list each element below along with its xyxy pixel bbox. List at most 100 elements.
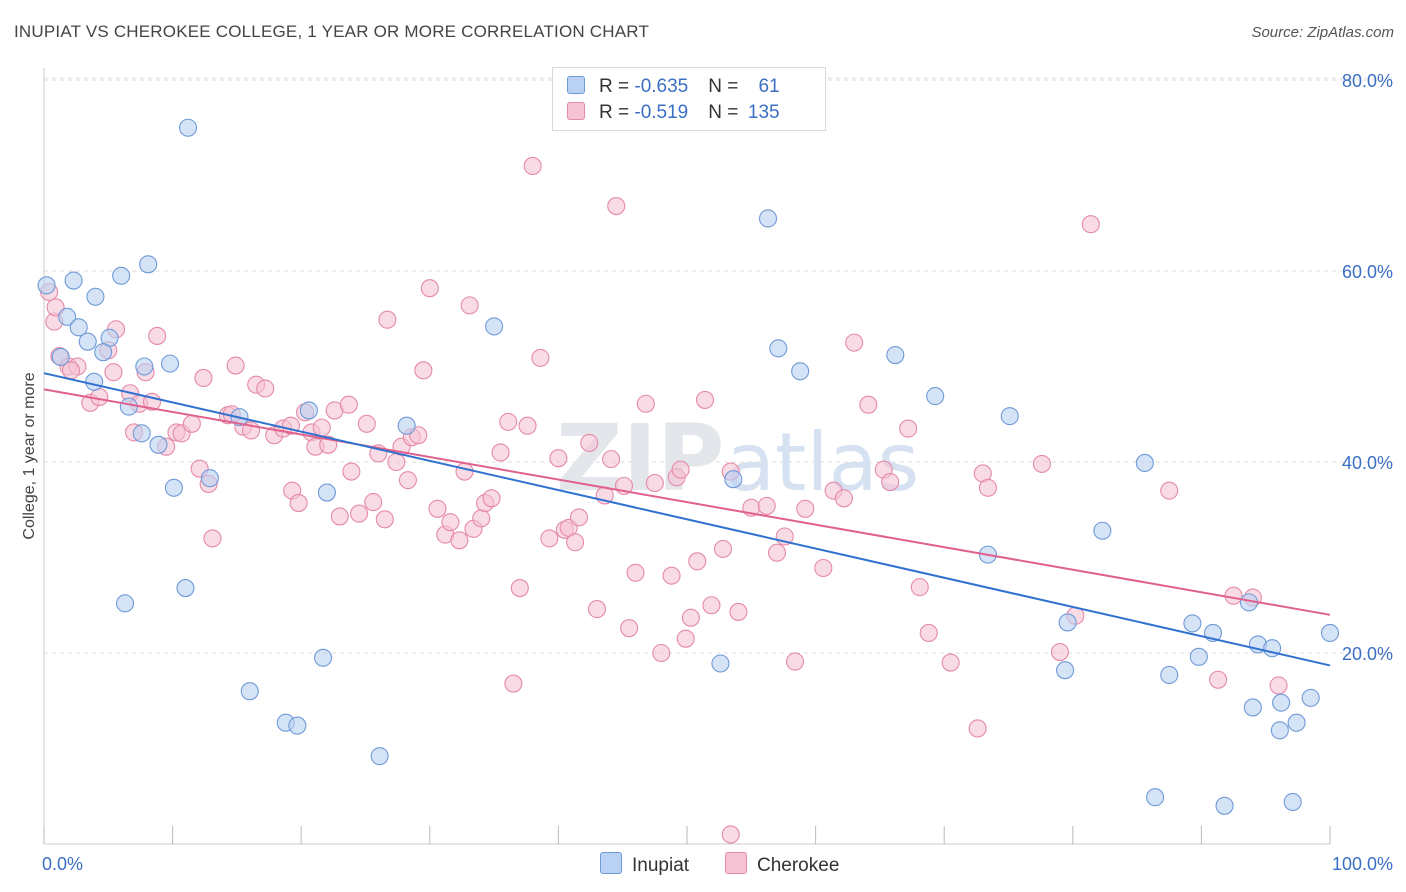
cherokee-point: [978, 478, 997, 497]
inupiat-point: [299, 401, 318, 420]
cherokee-point: [695, 390, 715, 409]
inupiat-point: [200, 469, 219, 488]
inupiat-point: [314, 648, 333, 667]
cherokee-point: [289, 494, 308, 513]
bottom-legend-cherokee-label: Cherokee: [757, 855, 840, 876]
cherokee-point: [491, 443, 510, 462]
legend-row-inupiat: R = -0.635 N = 61: [567, 76, 780, 100]
cherokee-point: [256, 379, 275, 398]
chart-title: INUPIAT VS CHEROKEE COLLEGE, 1 YEAR OR M…: [14, 22, 650, 41]
inupiat-point: [135, 357, 154, 376]
bottom-legend-inupiat: Inupiat: [600, 852, 689, 877]
inupiat-point: [926, 387, 945, 406]
inupiat-point: [149, 435, 168, 454]
cherokee-point: [688, 552, 707, 571]
x-tick-label: 100.0%: [1332, 854, 1393, 874]
inupiat-point: [317, 483, 336, 502]
inupiat-point: [791, 362, 810, 381]
cherokee-point: [523, 156, 542, 175]
inupiat-point: [164, 478, 183, 497]
cherokee-point: [645, 473, 664, 493]
inupiat-point: [1000, 407, 1019, 426]
inupiat-point: [1058, 613, 1077, 632]
inupiat-point: [69, 318, 88, 337]
cherokee-point: [1269, 676, 1288, 695]
cherokee-point: [339, 395, 358, 414]
y-tick-label: 60.0%: [1342, 262, 1393, 282]
cherokee-point: [587, 600, 607, 619]
cherokee-point: [796, 499, 815, 518]
inupiat-point: [1135, 453, 1154, 473]
cherokee-point: [676, 629, 695, 648]
cherokee-point: [104, 363, 123, 382]
cherokee-point: [518, 416, 537, 435]
x-tick-label: 0.0%: [42, 854, 83, 874]
inupiat-point: [1283, 792, 1302, 812]
inupiat-point: [1270, 721, 1289, 740]
inupiat-point: [724, 470, 743, 489]
y-tick-label: 40.0%: [1342, 453, 1393, 473]
cherokee-swatch-bottom: [725, 852, 747, 874]
axes: [43, 68, 1331, 845]
cherokee-point: [364, 493, 383, 512]
watermark-atlas: atlas: [726, 416, 919, 509]
trend-lines: [43, 372, 1331, 667]
cherokee-point: [398, 471, 417, 490]
legend-r-value: -0.519: [634, 102, 689, 123]
inupiat-point: [1183, 614, 1202, 633]
cherokee-point: [450, 531, 469, 550]
y-tick-labels: 20.0% 40.0% 60.0% 80.0%: [1342, 71, 1393, 664]
cherokee-point: [375, 510, 394, 529]
inupiat-swatch: [567, 76, 585, 94]
cherokee-point: [387, 452, 406, 472]
inupiat-point: [711, 654, 730, 673]
cherokee-point: [357, 414, 376, 433]
cherokee-point: [203, 529, 222, 548]
cherokee-point: [549, 449, 568, 468]
cherokee-point: [713, 539, 733, 558]
inupiat-point: [1320, 623, 1340, 642]
inupiat-point: [758, 209, 778, 228]
cherokee-point: [420, 279, 439, 298]
cherokee-point: [182, 414, 201, 433]
inupiat-point: [1287, 713, 1306, 732]
inupiat-point: [1093, 521, 1112, 540]
cherokee-point: [941, 653, 960, 672]
cherokee-point: [226, 356, 245, 375]
cherokee-point: [312, 418, 331, 437]
inupiat-point: [886, 345, 905, 365]
x-tick-labels: 0.0% 100.0%: [42, 854, 1393, 874]
cherokee-point: [428, 499, 447, 518]
inupiat-point: [85, 372, 104, 391]
inupiat-point: [1301, 688, 1320, 707]
cherokee-point: [919, 623, 938, 642]
cherokee-point: [910, 578, 929, 597]
inupiat-point: [1243, 698, 1262, 717]
cherokee-point: [330, 507, 349, 526]
legend-row-cherokee: R = -0.519 N = 135: [567, 102, 780, 126]
inupiat-point: [58, 307, 77, 326]
cherokee-point: [1224, 586, 1243, 605]
cherokee-point: [194, 368, 213, 388]
inupiat-point: [94, 343, 113, 362]
cherokee-point: [814, 558, 833, 578]
cherokee-point: [652, 643, 671, 663]
y-tick-label: 80.0%: [1342, 71, 1393, 91]
cherokee-point: [757, 496, 776, 515]
cherokee-point: [455, 462, 474, 481]
cherokee-point: [414, 361, 433, 380]
cherokee-point: [460, 296, 479, 315]
cherokee-point: [899, 419, 918, 438]
cherokee-point: [602, 450, 621, 469]
inupiat-point: [178, 118, 198, 137]
inupiat-swatch-bottom: [600, 852, 622, 874]
bottom-legend-inupiat-label: Inupiat: [632, 855, 690, 876]
cherokee-point: [1081, 215, 1100, 234]
cherokee-point: [482, 489, 501, 508]
cherokee-point: [681, 608, 700, 627]
cherokee-point: [662, 566, 681, 585]
inupiat-point: [37, 276, 56, 295]
legend-r-label: R =: [599, 102, 635, 123]
inupiat-point: [370, 747, 389, 766]
inupiat-point: [139, 255, 158, 274]
